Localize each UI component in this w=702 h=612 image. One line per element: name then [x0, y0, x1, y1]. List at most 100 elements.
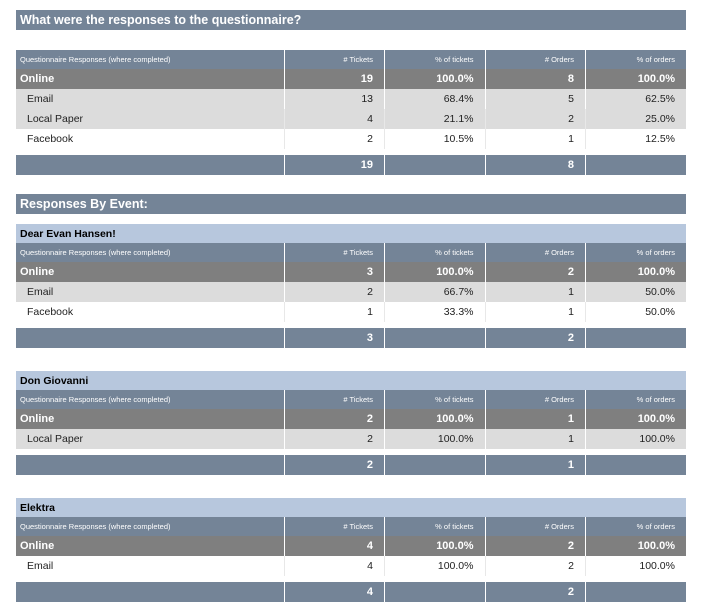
row-orders: 1: [484, 282, 586, 302]
event-name: Elektra: [20, 501, 56, 514]
header-pct-orders: % of orders: [585, 50, 686, 69]
online-orders: 2: [484, 262, 586, 282]
row-pct-orders: 62.5%: [585, 89, 686, 109]
total-blank-cell: [585, 455, 686, 475]
row-orders: 5: [484, 89, 586, 109]
online-pct-orders: 100.0%: [585, 409, 686, 429]
total-tickets: 3: [283, 328, 385, 348]
by-event-title: Responses By Event:: [20, 197, 148, 211]
total-blank-cell: [585, 582, 686, 602]
total-orders: 2: [484, 582, 586, 602]
row-pct-tickets: 21.1%: [384, 109, 485, 129]
row-pct-orders: 12.5%: [585, 129, 686, 149]
header-category: Questionnaire Responses (where completed…: [16, 243, 284, 262]
online-label: Online: [16, 69, 284, 89]
total-tickets: 19: [283, 155, 385, 175]
row-pct-orders: 25.0%: [585, 109, 686, 129]
table-row: Facebook 1 33.3% 1 50.0%: [16, 302, 686, 322]
total-label-cell: [16, 155, 284, 175]
header-pct-orders: % of orders: [585, 390, 686, 409]
row-label: Email: [16, 556, 284, 576]
total-label-cell: [16, 455, 284, 475]
online-row: Online 4 100.0% 2 100.0%: [16, 536, 686, 556]
online-pct-tickets: 100.0%: [384, 409, 485, 429]
table-header-row: Questionnaire Responses (where completed…: [16, 390, 686, 409]
total-row: 3 2: [16, 328, 686, 348]
event-name: Don Giovanni: [20, 374, 89, 387]
report-title: What were the responses to the questionn…: [20, 13, 302, 27]
table-row: Local Paper 4 21.1% 2 25.0%: [16, 109, 686, 129]
row-orders: 2: [484, 109, 586, 129]
online-tickets: 2: [283, 409, 385, 429]
table-row: Email 2 66.7% 1 50.0%: [16, 282, 686, 302]
header-pct-tickets: % of tickets: [384, 390, 485, 409]
total-blank-cell: [384, 455, 485, 475]
spacer-row: [16, 149, 686, 155]
row-label: Facebook: [16, 302, 284, 322]
row-tickets: 1: [283, 302, 385, 322]
header-category: Questionnaire Responses (where completed…: [16, 390, 284, 409]
event-header: Elektra: [16, 498, 686, 517]
total-row: 19 8: [16, 155, 686, 175]
table-row: Email 4 100.0% 2 100.0%: [16, 556, 686, 576]
spacer-row: [16, 322, 686, 328]
summary-table: Questionnaire Responses (where completed…: [16, 50, 686, 175]
header-category: Questionnaire Responses (where completed…: [16, 517, 284, 536]
row-orders: 1: [484, 129, 586, 149]
header-tickets: # Tickets: [283, 50, 385, 69]
spacer-row: [16, 449, 686, 455]
online-pct-tickets: 100.0%: [384, 69, 485, 89]
row-tickets: 2: [283, 129, 385, 149]
total-row: 4 2: [16, 582, 686, 602]
total-orders: 8: [484, 155, 586, 175]
total-tickets: 4: [283, 582, 385, 602]
row-orders: 1: [484, 429, 586, 449]
online-orders: 2: [484, 536, 586, 556]
header-orders: # Orders: [484, 517, 586, 536]
total-blank-cell: [384, 582, 485, 602]
online-row: Online 2 100.0% 1 100.0%: [16, 409, 686, 429]
event-header: Don Giovanni: [16, 371, 686, 390]
table-row: Local Paper 2 100.0% 1 100.0%: [16, 429, 686, 449]
spacer-row: [16, 576, 686, 582]
row-label: Email: [16, 282, 284, 302]
total-tickets: 2: [283, 455, 385, 475]
event-table: Questionnaire Responses (where completed…: [16, 517, 686, 602]
online-pct-orders: 100.0%: [585, 536, 686, 556]
row-label: Local Paper: [16, 109, 284, 129]
row-tickets: 4: [283, 109, 385, 129]
report-title-bar: What were the responses to the questionn…: [16, 10, 686, 30]
online-tickets: 19: [283, 69, 385, 89]
total-blank-cell: [384, 328, 485, 348]
online-row: Online 3 100.0% 2 100.0%: [16, 262, 686, 282]
event-name: Dear Evan Hansen!: [20, 227, 116, 240]
header-orders: # Orders: [484, 243, 586, 262]
by-event-title-bar: Responses By Event:: [16, 194, 686, 214]
table-row: Email 13 68.4% 5 62.5%: [16, 89, 686, 109]
row-pct-tickets: 68.4%: [384, 89, 485, 109]
total-blank-cell: [585, 155, 686, 175]
header-orders: # Orders: [484, 390, 586, 409]
row-tickets: 4: [283, 556, 385, 576]
online-label: Online: [16, 536, 284, 556]
table-header-row: Questionnaire Responses (where completed…: [16, 243, 686, 262]
header-pct-tickets: % of tickets: [384, 517, 485, 536]
row-label: Email: [16, 89, 284, 109]
event-table: Questionnaire Responses (where completed…: [16, 390, 686, 475]
header-tickets: # Tickets: [283, 517, 385, 536]
row-tickets: 2: [283, 429, 385, 449]
online-orders: 1: [484, 409, 586, 429]
total-label-cell: [16, 582, 284, 602]
total-orders: 2: [484, 328, 586, 348]
online-row: Online 19 100.0% 8 100.0%: [16, 69, 686, 89]
online-tickets: 3: [283, 262, 385, 282]
row-pct-orders: 100.0%: [585, 556, 686, 576]
event-table: Questionnaire Responses (where completed…: [16, 243, 686, 348]
online-pct-orders: 100.0%: [585, 262, 686, 282]
header-tickets: # Tickets: [283, 390, 385, 409]
header-pct-tickets: % of tickets: [384, 50, 485, 69]
row-pct-orders: 50.0%: [585, 302, 686, 322]
row-pct-tickets: 33.3%: [384, 302, 485, 322]
header-pct-orders: % of orders: [585, 243, 686, 262]
header-tickets: # Tickets: [283, 243, 385, 262]
